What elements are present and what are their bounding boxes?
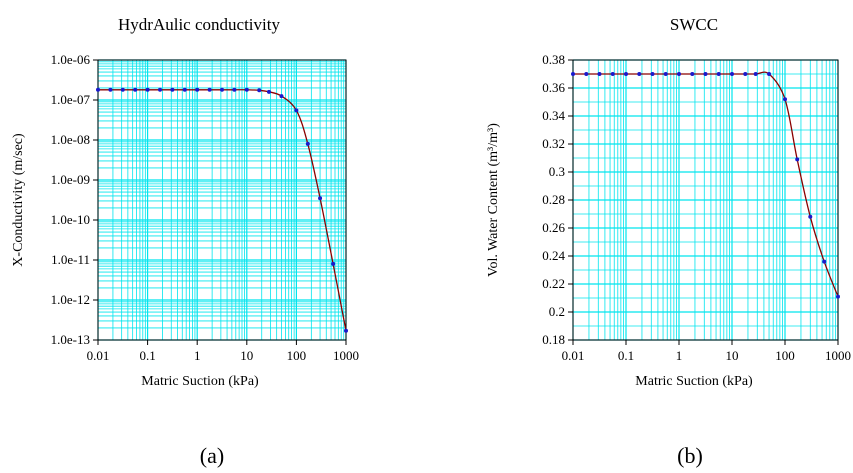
- axes-frame: [97, 59, 347, 341]
- x-tick-label: 100: [287, 348, 307, 363]
- data-point: [145, 87, 150, 92]
- data-point: [207, 87, 212, 92]
- chart-b-ylabel: Vol. Water Content (m³/m³): [486, 123, 501, 277]
- y-tick-label: 1.0e-09: [51, 172, 90, 187]
- data-point: [767, 72, 772, 76]
- data-point: [624, 72, 628, 76]
- data-point: [795, 157, 800, 162]
- chart-swcc: SWCC Matric Suction (kPa) Vol. Water Con…: [486, 15, 753, 468]
- x-tick-label: 1: [194, 348, 201, 363]
- y-tick-label: 0.28: [542, 192, 565, 207]
- x-tick-label: 0.1: [618, 348, 634, 363]
- chart-hydraulic-conductivity: HydrAulic conductivity Matric Suction (k…: [11, 15, 280, 468]
- data-point: [294, 108, 299, 113]
- y-tick-label: 0.22: [542, 276, 565, 291]
- chart-a-caption: (a): [200, 443, 224, 468]
- y-tick-label: 1.0e-07: [51, 92, 91, 107]
- data-point: [96, 87, 100, 92]
- plot-area-a: 0.01 0.1 1 10 100 1000 1.0e-13 1.0e-12 1.0e-11 1.…: [51, 52, 359, 363]
- data-point: [753, 72, 758, 76]
- y-tick-label: 1.0e-12: [51, 292, 90, 307]
- data-point: [257, 88, 262, 93]
- y-tick-label: 0.18: [542, 332, 565, 347]
- y-tick-label: 0.34: [542, 108, 565, 123]
- data-point: [571, 72, 575, 76]
- x-tick-label: 0.1: [139, 348, 155, 363]
- data-point: [133, 87, 138, 92]
- data-point: [108, 87, 113, 92]
- data-point: [120, 87, 125, 92]
- data-point: [822, 259, 827, 264]
- x-tick-label: 1: [676, 348, 683, 363]
- y-tick-label: 0.32: [542, 136, 565, 151]
- data-point: [716, 72, 721, 76]
- x-tick-label: 1000: [333, 348, 359, 363]
- data-point: [783, 97, 787, 102]
- x-tick-label: 0.01: [562, 348, 585, 363]
- y-tick-label: 1.0e-13: [51, 332, 90, 347]
- data-point: [650, 72, 655, 76]
- y-tick-label: 0.3: [549, 164, 565, 179]
- y-tick-label: 0.36: [542, 80, 565, 95]
- x-tick-label: 100: [775, 348, 795, 363]
- data-point: [836, 294, 840, 299]
- chart-a-title: HydrAulic conductivity: [118, 15, 280, 34]
- data-point: [808, 214, 813, 219]
- plot-area-b: 0.01 0.1 1 10 100 1000 0.18 0.2 0.22 0.24 0.26 0.28…: [542, 52, 851, 363]
- data-point: [232, 87, 237, 92]
- y-tick-label: 1.0e-06: [51, 52, 91, 67]
- data-point: [584, 72, 589, 76]
- data-point: [663, 72, 668, 76]
- data-point: [703, 72, 708, 76]
- data-point: [331, 261, 336, 266]
- y-tick-label: 0.2: [549, 304, 565, 319]
- data-point: [637, 72, 642, 76]
- data-point: [743, 72, 748, 76]
- data-point: [244, 87, 249, 92]
- chart-b-title: SWCC: [670, 15, 718, 34]
- plot-background: [98, 60, 346, 340]
- data-point: [610, 72, 615, 76]
- x-tick-label: 10: [726, 348, 739, 363]
- x-tick-label: 10: [240, 348, 253, 363]
- data-point: [597, 72, 602, 76]
- data-point: [279, 94, 284, 99]
- y-tick-label: 0.26: [542, 220, 565, 235]
- data-point: [690, 72, 695, 76]
- y-tick-label: 0.24: [542, 248, 565, 263]
- data-point: [170, 87, 175, 92]
- chart-b-caption: (b): [677, 443, 703, 468]
- y-tick-label: 1.0e-10: [51, 212, 90, 227]
- chart-b-xlabel: Matric Suction (kPa): [635, 374, 753, 389]
- data-point: [182, 87, 187, 92]
- y-tick-label: 1.0e-11: [51, 252, 90, 267]
- x-tick-label: 1000: [825, 348, 851, 363]
- y-tick-label: 0.38: [542, 52, 565, 67]
- data-point: [305, 141, 310, 146]
- data-point: [266, 89, 271, 94]
- y-tick-label: 1.0e-08: [51, 132, 90, 147]
- data-point: [219, 87, 224, 92]
- data-point: [677, 72, 681, 76]
- x-tick-label: 0.01: [87, 348, 110, 363]
- chart-a-ylabel: X-Conductivity (m/sec): [11, 133, 26, 267]
- data-point: [730, 72, 734, 76]
- chart-a-xlabel: Matric Suction (kPa): [141, 374, 259, 389]
- data-point: [158, 87, 163, 92]
- data-point: [344, 328, 348, 333]
- data-point: [318, 196, 323, 201]
- data-point: [195, 87, 200, 92]
